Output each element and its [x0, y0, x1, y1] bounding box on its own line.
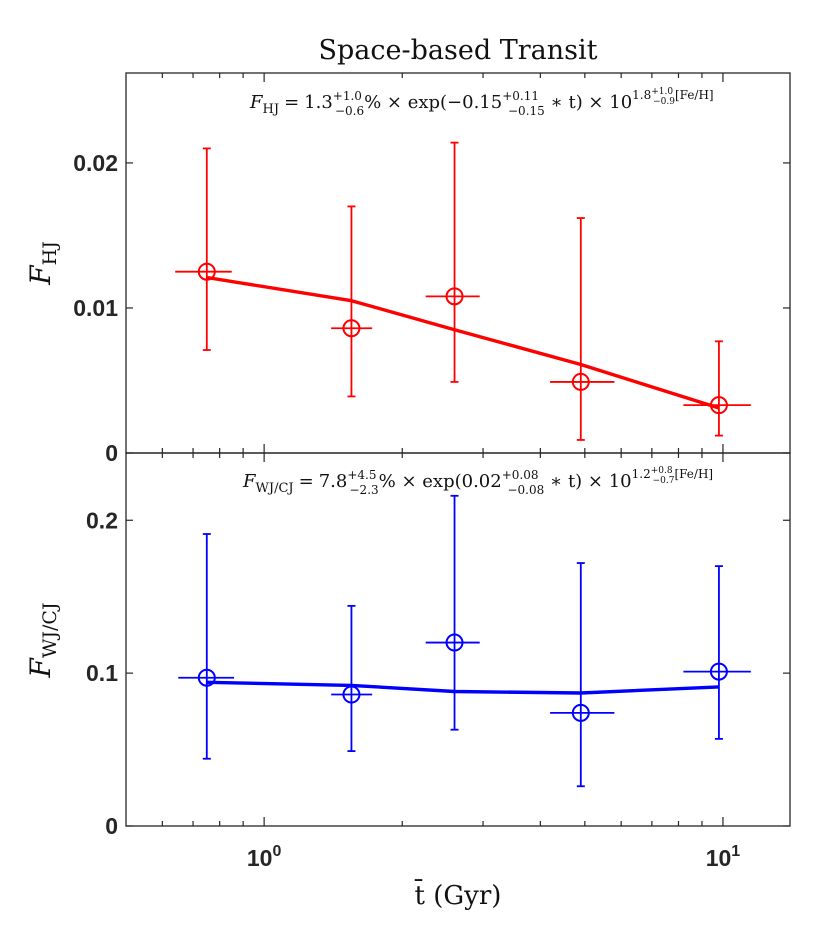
- top-eq-equals: =: [284, 92, 299, 113]
- top-eq-exp-sub: −0.15: [508, 104, 545, 118]
- bottom-eq-lhs: F: [242, 471, 257, 492]
- bottom-y-ticks: 0 0.1 0.2: [86, 507, 790, 839]
- bottom-eq-coef-sub: −2.3: [350, 483, 379, 497]
- data-point: [342, 685, 361, 704]
- top-eq-coef-sub: −0.6: [335, 104, 364, 118]
- bottom-data-marks: [178, 494, 751, 788]
- bottom-eq-pow-sub: −0.7: [653, 476, 675, 486]
- top-eq-pow-sub: −0.9: [653, 97, 675, 107]
- data-point: [709, 662, 728, 681]
- y-tick-label: 0.2: [86, 507, 118, 533]
- x-tick-label: 100: [247, 843, 282, 871]
- top-data-marks: [175, 141, 751, 441]
- top-y-label: FHJ: [24, 241, 61, 286]
- bottom-x-ticks: [161, 453, 724, 826]
- data-point: [197, 262, 216, 281]
- bottom-eq-pow: 1.2: [632, 467, 651, 481]
- x-axis-label: t̄ (Gyr): [414, 878, 501, 911]
- data-point: [709, 396, 728, 415]
- x-tick-label-exp: 0: [272, 843, 281, 860]
- x-tick-labels: 100 101: [247, 843, 740, 871]
- y-tick-label: 0.02: [73, 150, 118, 176]
- top-eq-lhs-sub: HJ: [263, 102, 280, 117]
- bottom-eq-coef-sup: +4.5: [347, 468, 376, 482]
- bottom-equation: FWJ/CJ = 7.8+4.5 −2.3% × exp(0.02+0.08 −0.08…: [242, 466, 713, 497]
- y-tick-label: 0.1: [86, 660, 118, 686]
- top-eq-exp-sup: +0.11: [502, 89, 539, 103]
- top-eq-exp-tail: ∗ t) × 10: [545, 92, 632, 113]
- top-eq-pct: % × exp(−0.15: [364, 92, 502, 113]
- bottom-y-label-main: F: [24, 657, 57, 679]
- figure-title: Space-based Transit: [319, 35, 598, 66]
- top-panel-frame: [125, 72, 791, 454]
- bottom-eq-lhs-sub: WJ/CJ: [256, 481, 294, 496]
- data-point: [197, 668, 216, 687]
- data-point: [571, 372, 590, 391]
- x-tick-label: 101: [706, 843, 741, 871]
- bottom-eq-pow-tail: [Fe/H]: [674, 467, 713, 481]
- top-eq-pow-tail: [Fe/H]: [675, 88, 714, 102]
- data-point: [445, 287, 464, 306]
- y-tick-label: 0: [105, 813, 118, 839]
- bottom-eq-exp-tail: ∗ t) × 10: [544, 471, 631, 492]
- top-eq-pow-sup: +1.0: [651, 87, 673, 97]
- data-point: [445, 633, 464, 652]
- top-y-label-sub: HJ: [39, 241, 61, 265]
- warm-cold-jupiter-panel: 00.10.2 FWJ/CJ FWJ/CJ = 7.8+4.5 −2.3% × exp…: [24, 452, 791, 839]
- top-equation: FHJ = 1.3+1.0 −0.6% × exp(−0.15+0.11 −0.15 ∗…: [249, 87, 714, 118]
- top-eq-coef-sup: +1.0: [333, 89, 362, 103]
- y-tick-label: 0: [105, 440, 118, 466]
- hot-jupiter-panel: 00.010.02 FHJ FHJ = 1.3+1.0 −0.6% × exp(−0.…: [24, 72, 791, 466]
- top-y-label-main: F: [24, 264, 57, 286]
- bottom-eq-exp-sub: −0.08: [507, 483, 544, 497]
- x-tick-label-base: 10: [247, 845, 273, 871]
- bottom-eq-pow-sup: +0.8: [651, 466, 673, 476]
- y-tick-label: 0.01: [73, 295, 118, 321]
- top-y-ticks: 0 0.01 0.02: [73, 150, 790, 466]
- data-point: [571, 703, 590, 722]
- bottom-eq-exp-sup: +0.08: [502, 468, 539, 482]
- top-eq-pow: 1.8: [632, 88, 651, 102]
- data-point: [342, 319, 361, 338]
- fit-line: [206, 680, 719, 695]
- top-eq-lhs: F: [249, 92, 264, 113]
- bottom-y-label-sub: WJ/CJ: [39, 602, 61, 658]
- bottom-eq-pct: % × exp(0.02: [379, 471, 502, 492]
- bottom-eq-equals: =: [299, 471, 314, 492]
- x-tick-label-exp: 1: [731, 843, 740, 860]
- bottom-panel-frame: [125, 452, 791, 827]
- x-tick-label-base: 10: [706, 845, 732, 871]
- top-x-ticks: [161, 73, 724, 453]
- bottom-eq-coef: 7.8: [319, 471, 348, 492]
- bottom-y-label: FWJ/CJ: [24, 602, 61, 678]
- top-eq-coef: 1.3: [304, 92, 333, 113]
